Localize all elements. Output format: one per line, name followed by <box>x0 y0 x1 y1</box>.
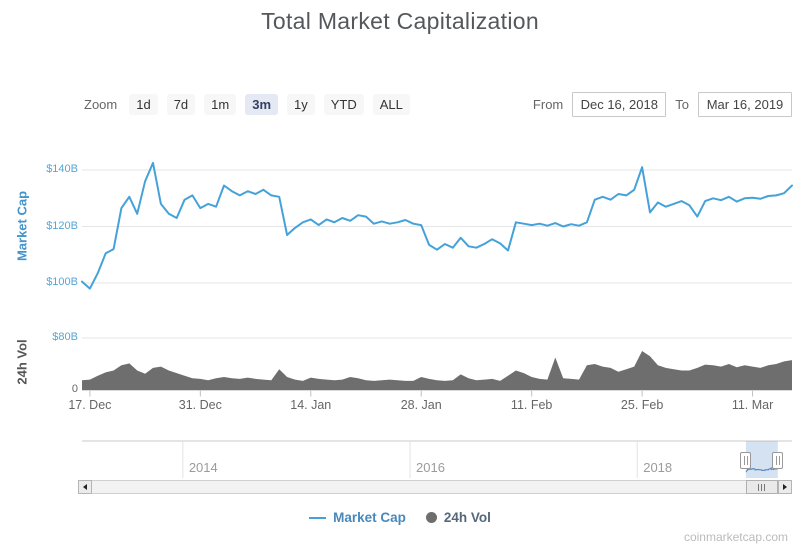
to-date-input[interactable] <box>698 91 792 117</box>
zoom-button-1d[interactable]: 1d <box>129 93 158 115</box>
y-axis-tick-label: $80B <box>52 331 78 343</box>
zoom-button-group: 1d 7d 1m 3m 1y YTD ALL <box>129 93 419 115</box>
chart-title: Total Market Capitalization <box>261 8 539 34</box>
y-axis-tick-label: $120B <box>46 219 78 232</box>
x-axis-tick-label: 17. Dec <box>68 398 112 412</box>
zoom-button-all[interactable]: ALL <box>372 93 410 115</box>
market-cap-line-series[interactable] <box>81 161 793 290</box>
market-cap-axis-title: Market Cap <box>14 190 30 262</box>
zoom-button-7d[interactable]: 7d <box>166 93 196 115</box>
toolbar: Zoom 1d 7d 1m 3m 1y YTD ALL From To <box>84 91 792 117</box>
left-arrow-icon <box>83 484 87 490</box>
attribution: coinmarketcap.com <box>683 530 788 544</box>
scrollbar-right-arrow[interactable] <box>778 480 792 494</box>
x-axis-tick-label: 11. Feb <box>510 398 553 412</box>
scrollbar-track[interactable] <box>78 480 792 494</box>
x-axis-tick-label: 25. Feb <box>620 398 664 412</box>
navigator-year-label: 2014 <box>188 460 218 475</box>
x-axis-tick-label: 14. Jan <box>290 398 332 412</box>
volume-area-series[interactable] <box>82 351 792 390</box>
legend-label: 24h Vol <box>443 510 491 525</box>
legend-label: Market Cap <box>333 510 406 525</box>
from-label: From <box>532 96 564 112</box>
scrollbar-thumb[interactable] <box>745 480 778 494</box>
right-arrow-icon <box>783 484 787 490</box>
date-range-controls: From To <box>532 91 792 117</box>
zoom-button-1y[interactable]: 1y <box>287 93 315 115</box>
circle-marker-icon <box>425 512 437 523</box>
legend-item-market-cap[interactable]: Market Cap <box>309 510 406 525</box>
x-axis-tick-label: 11. Mar <box>731 398 774 412</box>
line-marker-icon <box>309 516 327 519</box>
zoom-button-1m[interactable]: 1m <box>204 93 237 115</box>
to-label: To <box>675 96 689 112</box>
y-axis-tick-label: $140B <box>46 163 78 175</box>
zoom-button-3m[interactable]: 3m <box>245 93 279 115</box>
y-axis-tick-label: $100B <box>46 276 78 288</box>
x-axis-tick-label: 28. Jan <box>400 398 442 412</box>
legend: Market Cap 24h Vol <box>0 510 800 525</box>
navigator-preview-line <box>745 466 779 473</box>
volume-axis-title: 24h Vol <box>14 339 30 385</box>
from-date-input[interactable] <box>572 91 667 117</box>
y-axis-tick-label: 0 <box>71 383 78 395</box>
scrollbar-left-arrow[interactable] <box>78 480 92 494</box>
navigator-left-handle[interactable] <box>740 452 752 469</box>
zoom-label: Zoom <box>84 96 118 112</box>
navigator-year-label: 2016 <box>416 460 445 475</box>
x-axis-tick-label: 31. Dec <box>178 398 222 412</box>
zoom-button-ytd[interactable]: YTD <box>323 93 364 115</box>
navigator-right-handle[interactable] <box>772 452 784 469</box>
navigator-year-label: 2018 <box>643 460 673 475</box>
legend-item-24h-vol[interactable]: 24h Vol <box>425 510 491 525</box>
